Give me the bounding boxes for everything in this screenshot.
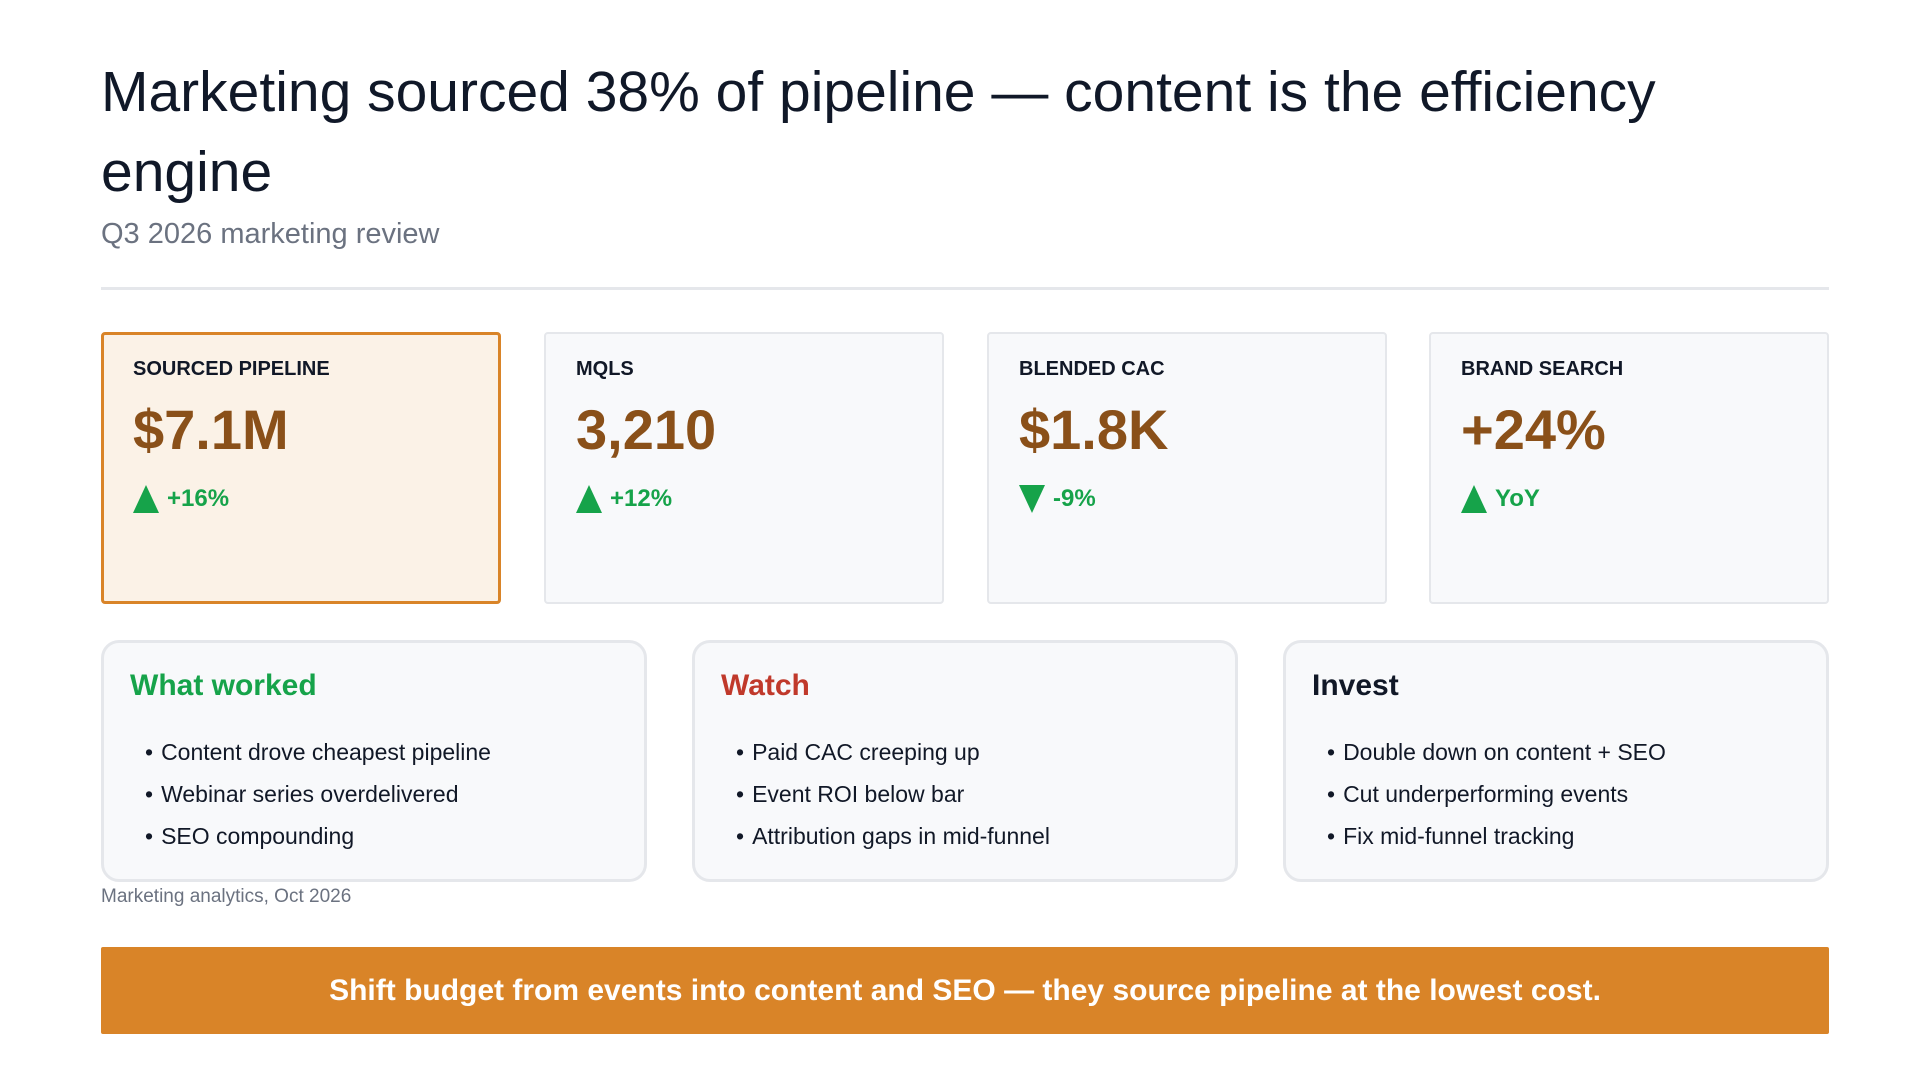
- card-list: Paid CAC creeping up Event ROI below bar…: [721, 731, 1209, 857]
- list-item: Double down on content + SEO: [1327, 731, 1800, 773]
- card-invest: Invest Double down on content + SEO Cut …: [1283, 640, 1829, 882]
- list-item: Content drove cheapest pipeline: [145, 731, 618, 773]
- kpi-label: MQLS: [576, 358, 634, 380]
- triangle-up-icon: [133, 485, 159, 513]
- takeaway-banner: Shift budget from events into content an…: [101, 947, 1829, 1034]
- kpi-card-brand-search: BRAND SEARCH +24% YoY: [1429, 332, 1829, 604]
- kpi-delta: -9%: [1019, 484, 1355, 514]
- list-item: Fix mid-funnel tracking: [1327, 815, 1800, 857]
- kpi-delta-text: YoY: [1495, 485, 1540, 512]
- kpi-label: BLENDED CAC: [1019, 358, 1165, 380]
- source-note: Marketing analytics, Oct 2026: [101, 886, 352, 907]
- kpi-delta: +12%: [576, 484, 912, 514]
- card-title: Invest: [1312, 669, 1399, 702]
- card-what-worked: What worked Content drove cheapest pipel…: [101, 640, 647, 882]
- list-item: Paid CAC creeping up: [736, 731, 1209, 773]
- insight-cards: What worked Content drove cheapest pipel…: [101, 640, 1829, 882]
- list-item: Webinar series overdelivered: [145, 773, 618, 815]
- page-title: Marketing sourced 38% of pipeline — cont…: [101, 60, 1656, 204]
- triangle-up-icon: [576, 485, 602, 513]
- kpi-label: BRAND SEARCH: [1461, 358, 1624, 380]
- card-list: Double down on content + SEO Cut underpe…: [1312, 731, 1800, 857]
- kpi-value: 3,210: [576, 398, 717, 461]
- list-item: Event ROI below bar: [736, 773, 1209, 815]
- triangle-up-icon: [1461, 485, 1487, 513]
- list-item: Attribution gaps in mid-funnel: [736, 815, 1209, 857]
- kpi-label: SOURCED PIPELINE: [133, 358, 330, 380]
- kpi-card-mqls: MQLS 3,210 +12%: [544, 332, 944, 604]
- list-item: Cut underperforming events: [1327, 773, 1800, 815]
- kpi-card-blended-cac: BLENDED CAC $1.8K -9%: [987, 332, 1387, 604]
- card-title: What worked: [130, 669, 317, 702]
- kpi-value: $1.8K: [1019, 398, 1169, 461]
- kpi-row: SOURCED PIPELINE $7.1M +16% MQLS 3,210 +…: [101, 332, 1829, 604]
- card-watch: Watch Paid CAC creeping up Event ROI bel…: [692, 640, 1238, 882]
- divider: [101, 287, 1829, 290]
- list-item: SEO compounding: [145, 815, 618, 857]
- kpi-value: $7.1M: [133, 398, 289, 461]
- kpi-delta-text: -9%: [1053, 485, 1096, 512]
- kpi-value: +24%: [1461, 398, 1606, 461]
- kpi-delta: +16%: [133, 484, 469, 514]
- kpi-card-sourced-pipeline: SOURCED PIPELINE $7.1M +16%: [101, 332, 501, 604]
- card-title: Watch: [721, 669, 810, 702]
- kpi-delta-text: +16%: [167, 485, 230, 512]
- card-list: Content drove cheapest pipeline Webinar …: [130, 731, 618, 857]
- triangle-down-icon: [1019, 485, 1045, 513]
- kpi-delta: YoY: [1461, 484, 1797, 514]
- kpi-delta-text: +12%: [610, 485, 673, 512]
- page-subtitle: Q3 2026 marketing review: [101, 218, 440, 250]
